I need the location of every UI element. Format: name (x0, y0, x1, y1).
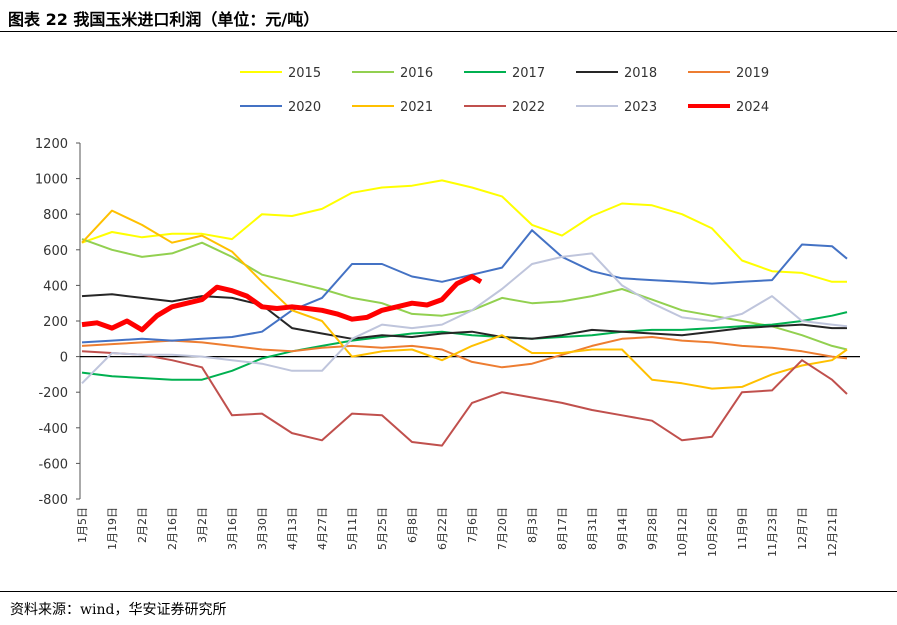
legend-label: 2016 (400, 66, 433, 81)
x-tick-label: 11月23日 (766, 507, 779, 557)
x-tick-label: 3月2日 (196, 507, 209, 543)
series-line-2024 (81, 274, 483, 333)
y-tick-label: -600 (38, 457, 68, 472)
series-line-2022 (81, 350, 848, 447)
y-tick-label: 0 (60, 351, 68, 366)
chart-title: 图表 22 我国玉米进口利润（单位：元/吨） (8, 10, 320, 29)
x-tick-label: 4月13日 (286, 507, 299, 550)
x-tick-label: 12月7日 (796, 507, 809, 550)
legend-label: 2024 (736, 100, 769, 115)
x-tick-label: 2月2日 (136, 507, 149, 543)
y-tick-label: -800 (38, 493, 68, 508)
y-tick-label: -200 (38, 386, 68, 401)
series-lines (81, 179, 848, 447)
series-line-2015 (81, 179, 847, 283)
line-chart: 2015 2016 2017 2018 2019 2020 2021 2022 2023 2024… (35, 66, 860, 557)
legend-label: 2021 (400, 100, 433, 115)
y-tick-label: -400 (38, 422, 68, 437)
x-tick-label: 3月30日 (256, 507, 269, 550)
legend-label: 2023 (624, 100, 657, 115)
y-axis: -800 -600 -400 -200 0 200 400 600 800 1000 1200 (35, 137, 81, 508)
legend-label: 2020 (288, 100, 321, 115)
x-tick-label: 10月26日 (706, 507, 719, 557)
legend: 2015 2016 2017 2018 2019 2020 2021 2022 2023 2024 (240, 66, 769, 115)
x-tick-label: 3月16日 (226, 507, 239, 550)
x-tick-label: 7月6日 (466, 507, 479, 543)
source-note: 资料来源：wind，华安证券研究所 (10, 602, 227, 618)
y-tick-label: 1000 (35, 173, 68, 188)
legend-label: 2019 (736, 66, 769, 81)
x-tick-label: 11月9日 (736, 507, 749, 550)
x-tick-label: 12月21日 (826, 507, 839, 557)
x-tick-label: 1月19日 (106, 507, 119, 550)
title-divider (0, 31, 897, 32)
x-tick-label: 8月31日 (586, 507, 599, 550)
y-tick-label: 400 (43, 279, 68, 294)
y-tick-label: 200 (43, 315, 68, 330)
y-tick-label: 600 (43, 244, 68, 259)
series-line-2018 (81, 293, 847, 340)
x-tick-label: 8月17日 (556, 507, 569, 550)
legend-label: 2018 (624, 66, 657, 81)
series-line-2021 (81, 209, 848, 390)
y-tick-label: 1200 (35, 137, 68, 152)
x-tick-label: 9月14日 (616, 507, 629, 550)
legend-label: 2017 (512, 66, 545, 81)
x-tick-label: 6月8日 (406, 507, 419, 543)
x-tick-label: 9月28日 (646, 507, 659, 550)
x-tick-label: 7月20日 (496, 507, 509, 550)
y-tick-label: 800 (43, 208, 68, 223)
legend-label: 2015 (288, 66, 321, 81)
footer-divider (0, 591, 897, 592)
x-tick-label: 10月12日 (676, 507, 689, 557)
x-tick-label: 5月25日 (376, 507, 389, 550)
series-line-2019 (81, 336, 848, 369)
x-tick-label: 4月27日 (316, 507, 329, 550)
x-tick-label: 1月5日 (76, 507, 89, 543)
x-axis: 1月5日 1月19日 2月2日 2月16日 3月2日 3月16日 3月30日 4月13日 4月2… (76, 356, 860, 557)
series-line-2017 (81, 311, 848, 381)
legend-label: 2022 (512, 100, 545, 115)
x-tick-label: 6月22日 (436, 507, 449, 550)
x-tick-label: 2月16日 (166, 507, 179, 550)
x-tick-label: 5月11日 (346, 507, 359, 550)
x-tick-label: 8月3日 (526, 507, 539, 543)
series-line-2020 (81, 229, 848, 344)
series-line-2023 (81, 252, 848, 385)
